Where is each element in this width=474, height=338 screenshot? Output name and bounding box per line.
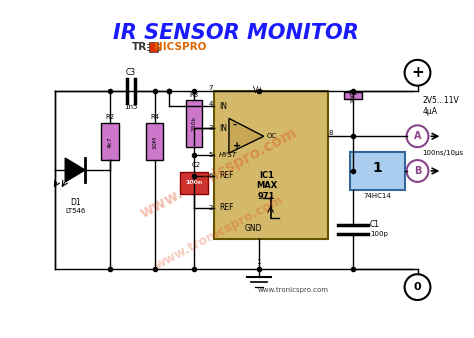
Text: IN: IN xyxy=(219,102,227,111)
Text: D1: D1 xyxy=(70,198,81,207)
Bar xyxy=(344,92,362,99)
Text: 100p: 100p xyxy=(370,232,388,238)
Text: 3: 3 xyxy=(209,125,213,131)
Text: B: B xyxy=(414,166,421,176)
Bar xyxy=(146,123,164,160)
Bar xyxy=(214,91,328,239)
Text: IC1
MAX
971: IC1 MAX 971 xyxy=(256,171,277,201)
Text: R4: R4 xyxy=(150,114,159,120)
Text: R2: R2 xyxy=(105,114,114,120)
Text: 7: 7 xyxy=(209,84,213,91)
Bar xyxy=(180,172,208,194)
Text: V+: V+ xyxy=(253,86,264,95)
Text: TR: TR xyxy=(132,42,147,52)
Text: 4k7: 4k7 xyxy=(107,136,112,148)
Bar xyxy=(186,99,202,147)
Text: 4: 4 xyxy=(209,100,213,106)
Text: REF: REF xyxy=(219,203,234,212)
Text: 2V5...11V: 2V5...11V xyxy=(422,96,459,104)
Bar xyxy=(350,152,405,190)
Text: IN: IN xyxy=(219,124,227,133)
Text: C2: C2 xyxy=(191,162,201,168)
Text: 150k: 150k xyxy=(191,116,197,131)
Text: www.tronicspro.com: www.tronicspro.com xyxy=(153,193,286,272)
Text: 100ns/10μs: 100ns/10μs xyxy=(422,150,464,156)
Polygon shape xyxy=(65,158,85,182)
Text: C3: C3 xyxy=(126,68,136,77)
Text: GND: GND xyxy=(245,223,263,233)
Bar xyxy=(101,123,119,160)
Text: 1n5: 1n5 xyxy=(124,104,137,111)
Text: A: A xyxy=(414,131,421,141)
Text: 5: 5 xyxy=(209,152,213,158)
Text: 2: 2 xyxy=(209,205,213,211)
Text: 100n: 100n xyxy=(185,180,203,186)
Text: 1: 1 xyxy=(372,161,382,175)
Text: IR SENSOR MONITOR: IR SENSOR MONITOR xyxy=(113,23,359,43)
Text: www.tronicspro.com: www.tronicspro.com xyxy=(258,287,329,293)
Text: 8: 8 xyxy=(328,130,333,136)
Text: R1: R1 xyxy=(348,90,357,96)
Text: www.tronicspro.com: www.tronicspro.com xyxy=(138,125,300,221)
Text: -: - xyxy=(233,119,237,129)
Text: R3: R3 xyxy=(190,92,199,98)
Text: 0: 0 xyxy=(414,282,421,292)
Text: 1: 1 xyxy=(256,259,261,265)
Text: NICSPRO: NICSPRO xyxy=(154,42,206,52)
Text: 4μA: 4μA xyxy=(422,107,438,117)
Bar xyxy=(148,42,158,52)
Text: 6: 6 xyxy=(209,173,213,179)
Text: C1: C1 xyxy=(370,220,380,229)
Text: 74HC14: 74HC14 xyxy=(363,193,391,199)
Text: +: + xyxy=(233,141,241,151)
Polygon shape xyxy=(229,118,264,153)
Text: HYST: HYST xyxy=(219,152,237,158)
Text: LT546: LT546 xyxy=(65,208,85,214)
Text: +: + xyxy=(411,65,424,80)
Text: REF: REF xyxy=(219,171,234,180)
Text: 10M: 10M xyxy=(152,136,157,149)
Text: OC: OC xyxy=(267,133,277,139)
Text: 100k: 100k xyxy=(350,88,356,103)
